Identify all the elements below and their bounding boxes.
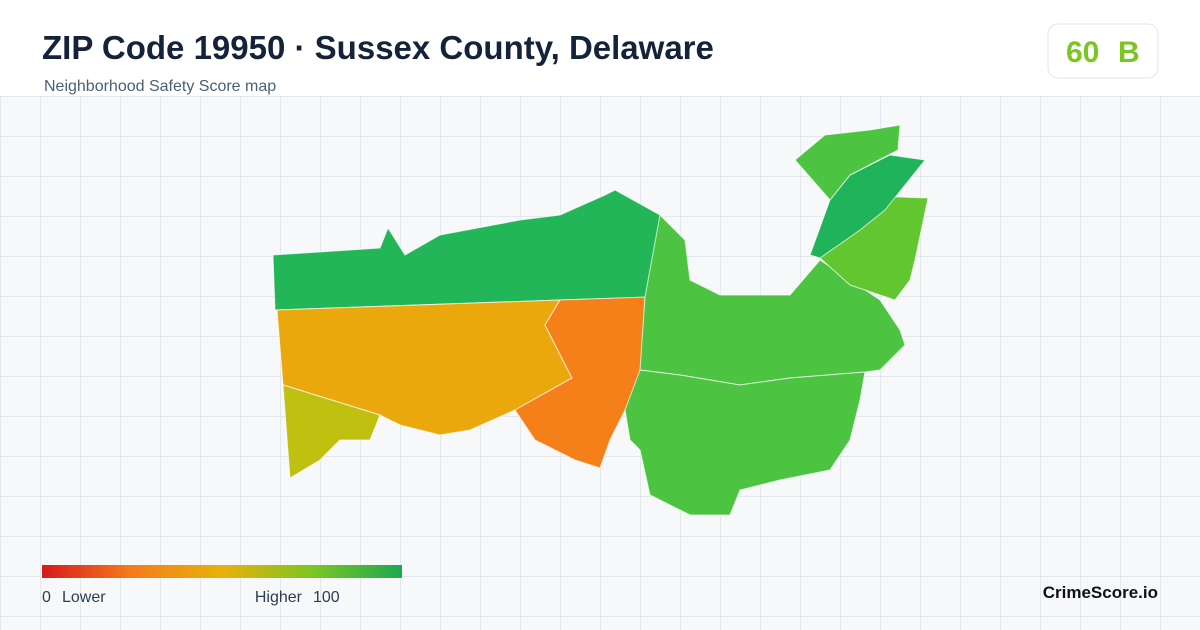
legend-min: 0 [42, 589, 51, 606]
subtitle: Neighborhood Safety Score map [44, 78, 276, 95]
legend-max-label: Higher [255, 589, 303, 606]
legend-min-label: Lower [62, 589, 106, 606]
brand: CrimeScore.io [1043, 583, 1158, 602]
region [624, 369, 866, 516]
region [282, 384, 381, 479]
legend-gradient [42, 565, 402, 578]
title: ZIP Code 19950 · Sussex County, Delaware [42, 29, 714, 66]
region [272, 189, 661, 311]
score: 60 [1066, 36, 1099, 69]
map [272, 124, 929, 516]
region [794, 124, 901, 201]
legend-max: 100 [313, 589, 340, 606]
grade: B [1118, 36, 1140, 69]
header-bg [0, 0, 1200, 96]
score-badge [1047, 23, 1159, 79]
